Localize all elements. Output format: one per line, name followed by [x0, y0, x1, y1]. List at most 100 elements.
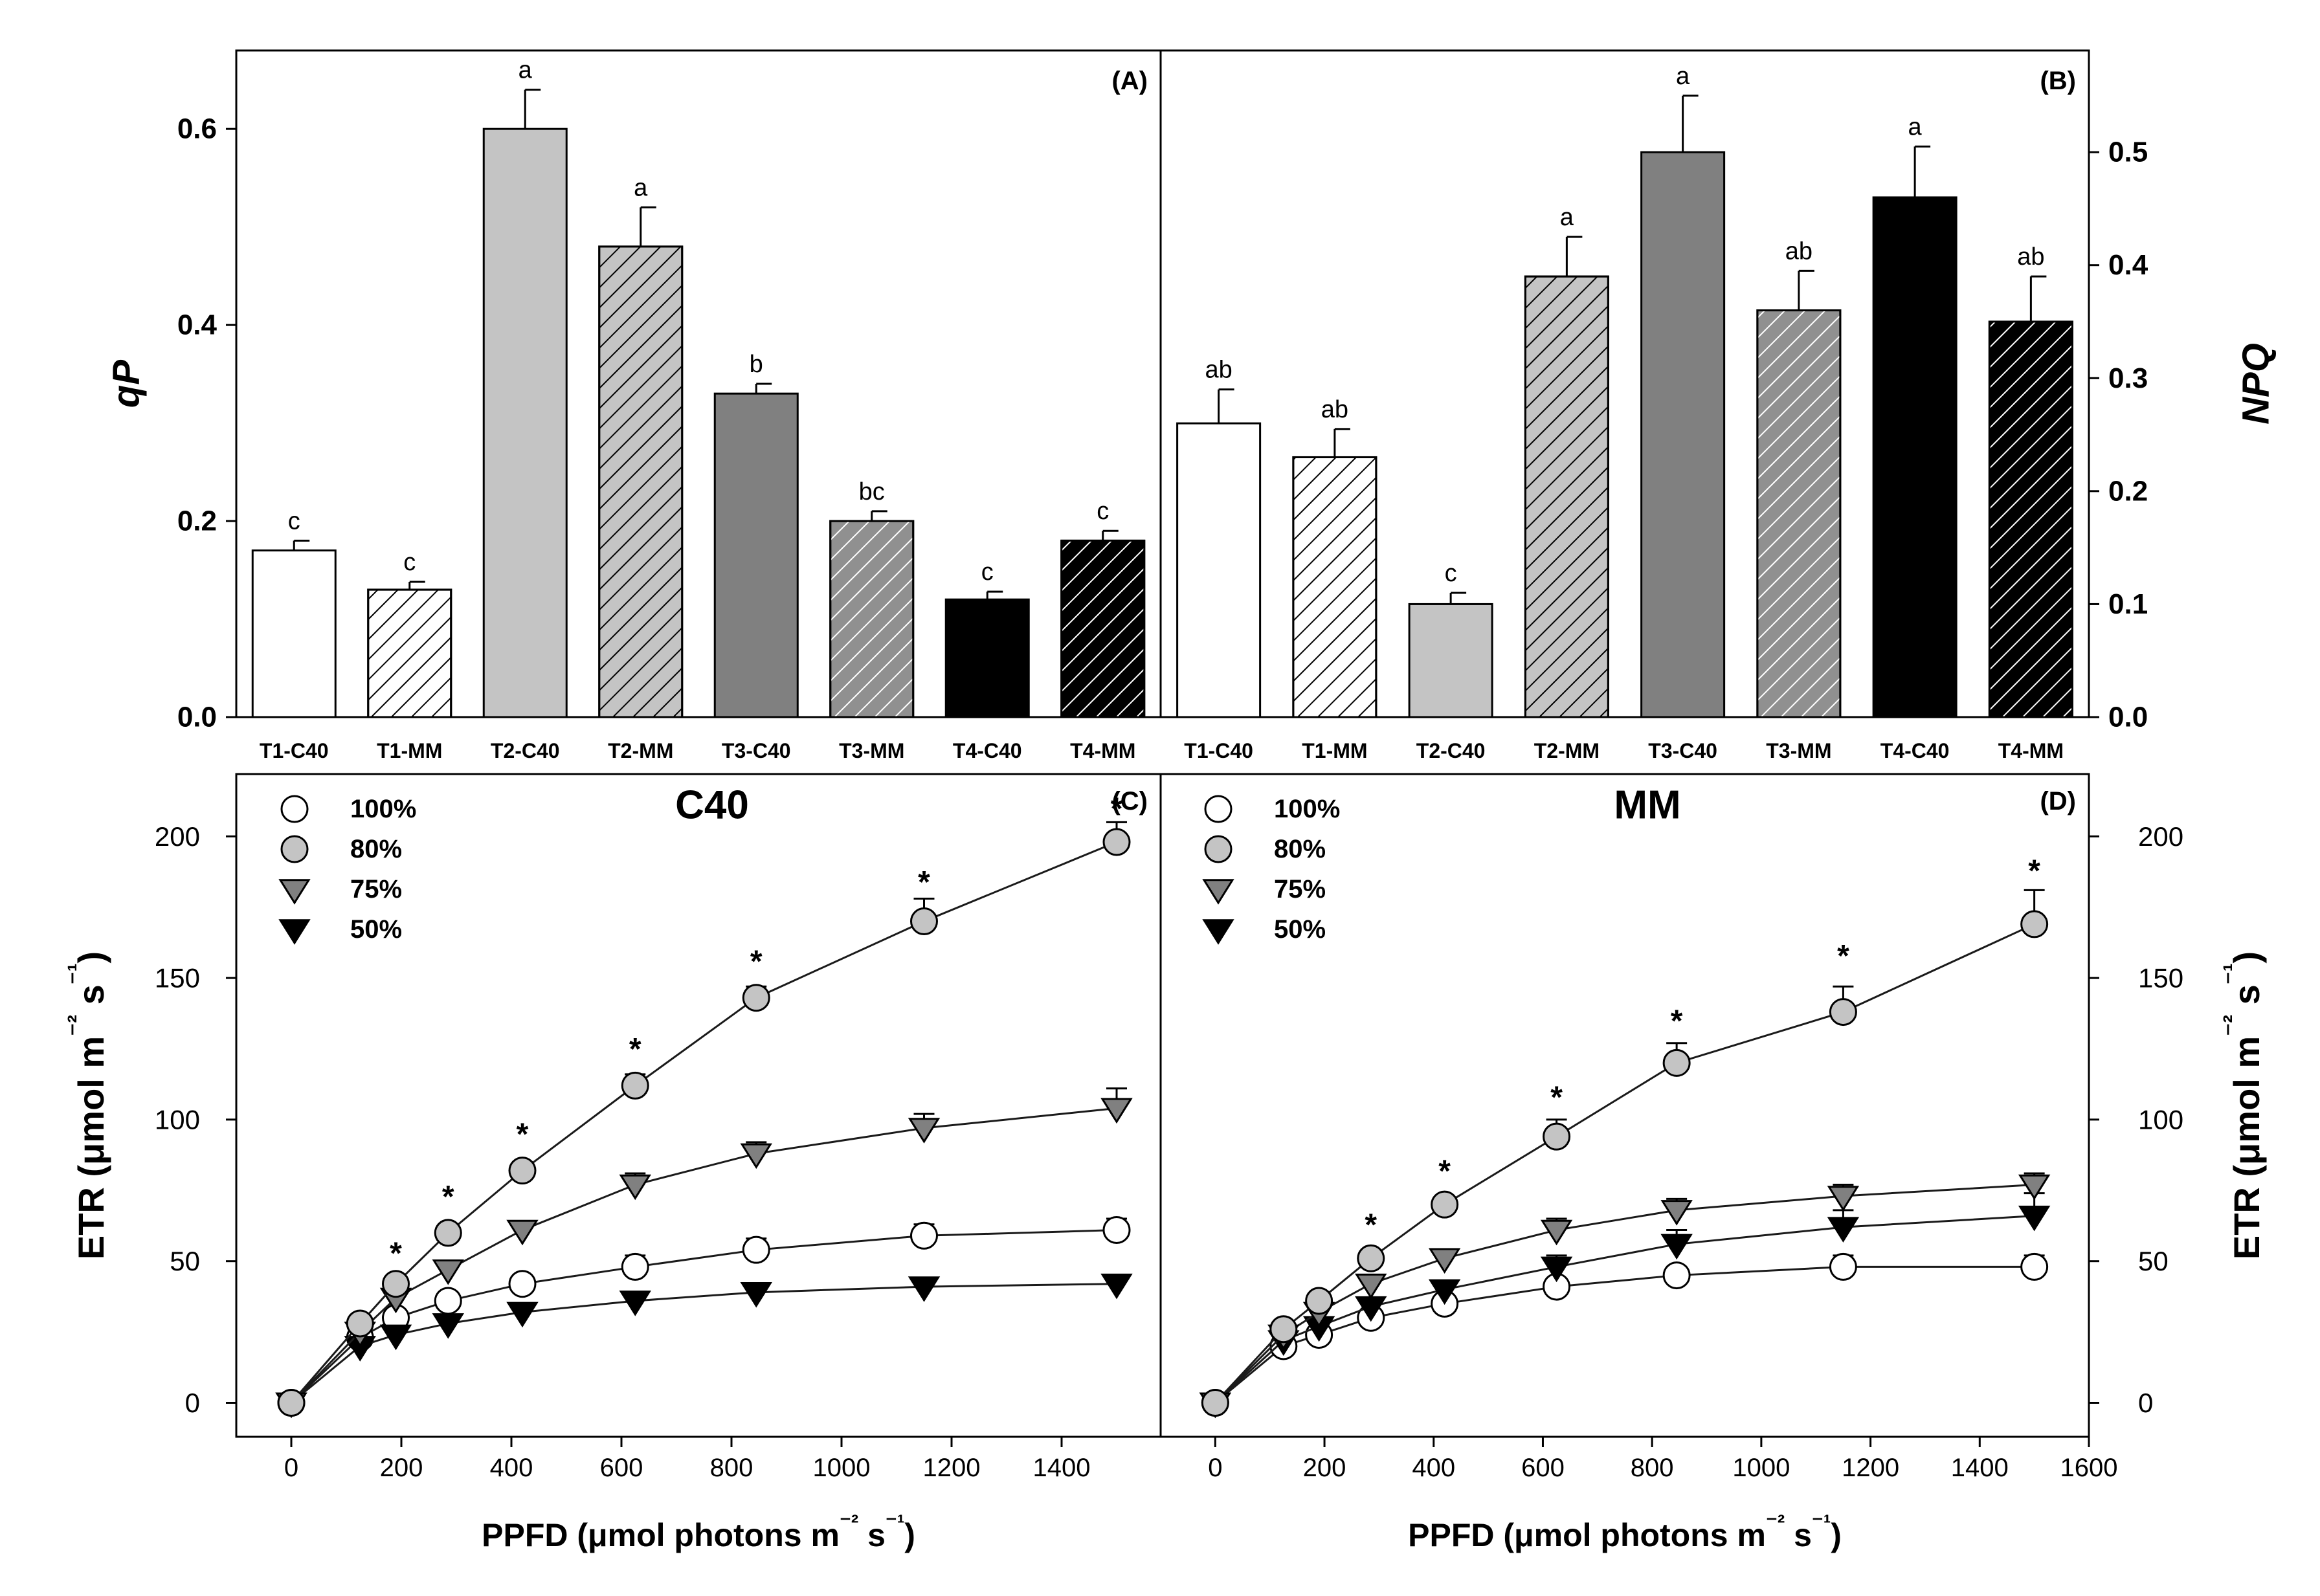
y-tick-label: 0	[2138, 1388, 2153, 1418]
x-tick-label: T2-MM	[1534, 739, 1600, 762]
y-tick-label: 0.0	[2108, 702, 2148, 733]
x-tick-label: 1200	[1842, 1454, 1899, 1482]
data-point	[1662, 1261, 1691, 1290]
data-point	[908, 1276, 941, 1302]
data-point	[278, 879, 311, 905]
data-point	[508, 1270, 537, 1298]
y-tick-label: 0	[185, 1388, 200, 1418]
panel-C: * * * * * * * 0 200 400 600 800 1000 1200 1400 0 50 100 15…	[63, 783, 1148, 1554]
y-axis-label: ETR (μmol m⁻² s⁻¹)	[63, 951, 111, 1259]
significance-letter: c	[981, 559, 994, 586]
data-point	[1660, 1234, 1693, 1260]
data-point	[379, 1324, 412, 1351]
significance-asterisk: *	[1438, 1154, 1451, 1188]
frame-top	[235, 49, 2090, 718]
significance-letter: c	[1097, 498, 1109, 525]
y-tick-label: 0.2	[2108, 475, 2148, 507]
data-point	[740, 1143, 772, 1169]
data-point	[346, 1309, 374, 1338]
bar	[1640, 151, 1726, 718]
y-tick-label: 0.4	[177, 309, 218, 341]
data-point	[1102, 828, 1131, 856]
y-tick-label: 100	[2138, 1104, 2183, 1135]
significance-asterisk: *	[517, 1118, 529, 1152]
bar	[1872, 196, 1958, 718]
legend-label: 80%	[1274, 835, 1326, 863]
panel-label: (C)	[1111, 787, 1148, 815]
panel-A: c T1-C40 c T1-MM a T2-C40 a T2-MM b T3-C40 bc T3-MM…	[106, 57, 1148, 762]
significance-asterisk: *	[1671, 1004, 1683, 1038]
data-point	[740, 1282, 772, 1308]
data-point	[1428, 1279, 1461, 1305]
legend-label: 50%	[1274, 915, 1326, 944]
significance-letter: ab	[1785, 238, 1812, 265]
data-point	[278, 919, 311, 945]
y-tick-label: 0.2	[177, 505, 217, 537]
x-tick-label: 1400	[1033, 1454, 1091, 1482]
series-line	[1214, 923, 2035, 1404]
x-axis-label: PPFD (μmol photons m⁻² s⁻¹)	[1408, 1511, 1842, 1553]
data-point	[432, 1259, 464, 1285]
data-point	[280, 835, 309, 863]
y-tick-label: 100	[155, 1104, 200, 1135]
bar-hatch	[598, 245, 684, 718]
x-tick-label: T1-MM	[1302, 739, 1367, 762]
panel-title: MM	[1614, 783, 1680, 828]
significance-letter: ab	[1321, 396, 1348, 423]
y-axis-label: qP	[106, 360, 148, 408]
x-tick-label: 1600	[2060, 1454, 2118, 1482]
significance-asterisk: *	[1365, 1208, 1377, 1243]
x-tick-label: T3-C40	[722, 739, 791, 762]
y-tick-label: 150	[2138, 963, 2183, 993]
series-line	[1214, 1184, 2035, 1404]
data-point	[621, 1071, 649, 1100]
significance-letter: a	[1676, 63, 1690, 90]
x-tick-label: 0	[1208, 1454, 1222, 1482]
x-tick-label: 0	[284, 1454, 298, 1482]
series-line	[290, 1229, 1117, 1404]
x-tick-label: T1-C40	[260, 739, 329, 762]
y-tick-label: 150	[155, 963, 200, 993]
legend-label: 100%	[1274, 795, 1340, 823]
significance-asterisk: *	[629, 1032, 641, 1067]
data-point	[1540, 1256, 1573, 1283]
x-tick-label: 400	[1412, 1454, 1455, 1482]
x-tick-label: 800	[710, 1454, 753, 1482]
data-point	[1204, 835, 1232, 863]
data-point	[621, 1252, 649, 1281]
y-tick-label: 50	[2138, 1246, 2169, 1276]
data-point	[1305, 1287, 1333, 1315]
data-point	[1102, 1216, 1131, 1245]
x-tick-label: T2-MM	[608, 739, 673, 762]
significance-letter: c	[403, 549, 416, 576]
y-tick-label: 0.6	[177, 113, 217, 145]
significance-letter: c	[288, 507, 300, 535]
data-point	[619, 1291, 651, 1316]
x-tick-label: T4-MM	[1998, 739, 2064, 762]
x-tick-label: T1-MM	[377, 739, 442, 762]
y-tick-label: 0.4	[2108, 249, 2148, 281]
x-tick-label: 1200	[923, 1454, 981, 1482]
significance-letter: c	[1445, 560, 1457, 587]
data-point	[910, 1221, 938, 1250]
legend-label: 100%	[350, 795, 416, 823]
data-point	[1428, 1248, 1461, 1274]
significance-asterisk: *	[918, 865, 930, 900]
bar-hatch	[1756, 309, 1842, 718]
data-point	[432, 1313, 464, 1339]
bar	[251, 549, 337, 718]
data-point	[2020, 1252, 2049, 1281]
bar-hatch	[1060, 539, 1146, 718]
data-point	[742, 984, 770, 1012]
panel-B: ab T1-C40 ab T1-MM c T2-C40 a T2-MM a T3-C40 ab T3-…	[1176, 63, 2277, 762]
panel-label: (A)	[1111, 67, 1148, 95]
data-point	[506, 1302, 539, 1328]
bar	[482, 127, 568, 718]
x-tick-label: 1000	[813, 1454, 871, 1482]
data-point	[508, 1157, 537, 1185]
data-point	[1543, 1122, 1571, 1151]
legend: 100% 80% 75% 50%	[1202, 795, 1340, 945]
data-point	[908, 1118, 941, 1144]
data-point	[382, 1270, 410, 1298]
y-tick-label: 0.3	[2108, 362, 2148, 394]
